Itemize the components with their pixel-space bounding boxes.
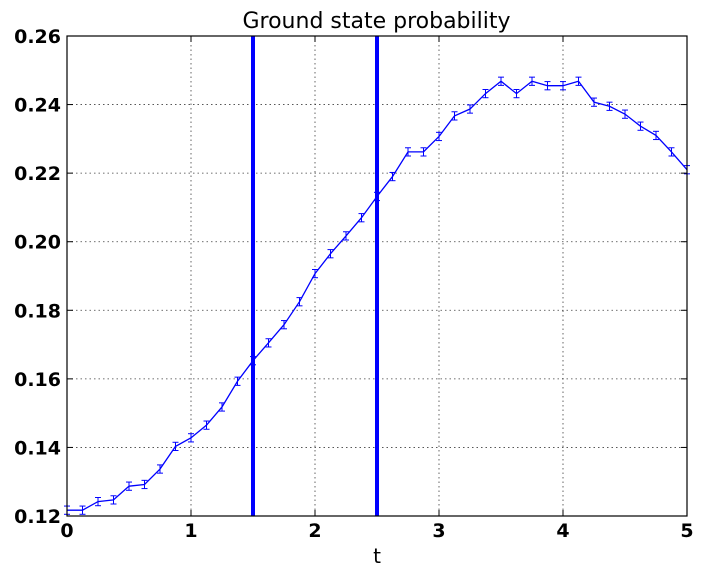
error-bar: [157, 464, 163, 474]
error-bar: [482, 88, 489, 99]
error-bar: [219, 402, 225, 412]
y-tick-labels: 0.12 0.14 0.16 0.18 0.20 0.22 0.24 0.26: [14, 26, 61, 528]
error-bar: [436, 131, 442, 142]
y-tick-label: 0.14: [14, 437, 61, 459]
ticks: [66, 35, 688, 517]
error-bar: [343, 231, 349, 241]
y-tick-label: 0.18: [14, 300, 61, 322]
x-tick-label: 3: [432, 520, 445, 542]
y-tick-label: 0.26: [14, 26, 61, 48]
error-bar: [591, 97, 597, 107]
error-bar: [141, 479, 148, 490]
error-bar: [188, 433, 194, 443]
y-tick-label: 0.16: [14, 369, 61, 391]
error-bar: [250, 356, 256, 366]
series-group: [64, 76, 690, 515]
chart-title: Ground state probability: [242, 9, 510, 34]
error-bar: [312, 268, 318, 279]
error-bar: [79, 505, 86, 515]
x-tick-label: 2: [308, 520, 321, 542]
vertical-lines: [251, 36, 379, 516]
y-tick-label: 0.22: [14, 163, 61, 185]
error-bar: [653, 130, 659, 141]
error-bar: [374, 191, 380, 202]
plot-frame: [66, 35, 688, 517]
y-tick-label: 0.12: [14, 506, 61, 528]
error-bar: [529, 76, 535, 86]
error-bar: [327, 249, 334, 259]
y-tick-label: 0.24: [14, 95, 61, 117]
error-bar: [389, 171, 396, 182]
error-bar: [281, 320, 287, 330]
error-bar: [95, 496, 101, 507]
error-bar: [358, 213, 365, 223]
error-bar: [420, 147, 427, 157]
error-bar: [498, 76, 504, 86]
error-bar: [405, 147, 411, 157]
error-bar: [513, 88, 520, 99]
error-bar: [126, 481, 132, 491]
x-tick-label: 4: [556, 520, 569, 542]
error-bar: [234, 376, 241, 386]
error-bar: [544, 81, 551, 91]
error-bar: [110, 495, 117, 505]
error-bar: [467, 104, 473, 114]
error-bar: [560, 81, 566, 91]
error-bar: [265, 338, 272, 348]
error-bar: [668, 147, 675, 157]
error-bar: [451, 111, 458, 121]
x-tick-label: 5: [680, 520, 693, 542]
x-axis-label: t: [373, 544, 381, 568]
x-tick-labels: 0 1 2 3 4 5: [60, 520, 693, 542]
error-bar: [622, 109, 628, 119]
error-bar: [575, 76, 582, 86]
error-bar: [637, 121, 644, 131]
error-bar: [203, 420, 210, 430]
error-bar: [606, 101, 613, 111]
error-bar: [296, 297, 303, 307]
x-tick-label: 0: [60, 520, 73, 542]
y-tick-label: 0.20: [14, 232, 61, 254]
x-tick-label: 1: [184, 520, 197, 542]
error-bar: [172, 441, 179, 452]
